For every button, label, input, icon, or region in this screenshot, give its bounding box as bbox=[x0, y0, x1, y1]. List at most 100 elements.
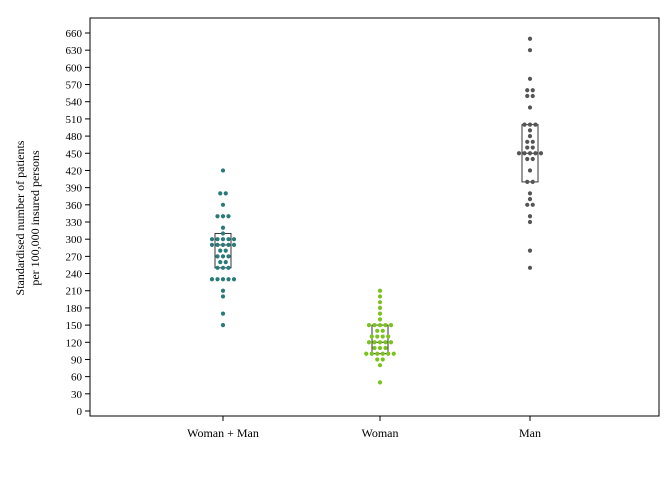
data-point bbox=[386, 334, 391, 339]
y-tick-label: 90 bbox=[71, 354, 83, 366]
data-point bbox=[538, 151, 544, 156]
data-point bbox=[226, 254, 231, 259]
data-point bbox=[369, 334, 374, 339]
data-point bbox=[231, 277, 237, 282]
data-point bbox=[220, 225, 226, 230]
y-tick-label: 30 bbox=[71, 389, 83, 401]
data-point bbox=[220, 254, 226, 259]
data-point bbox=[366, 322, 372, 328]
data-point bbox=[231, 242, 237, 248]
data-point bbox=[380, 357, 385, 362]
plot-area bbox=[209, 36, 544, 385]
data-point bbox=[226, 265, 231, 270]
data-point bbox=[525, 202, 530, 207]
data-point bbox=[223, 248, 228, 253]
data-point bbox=[377, 300, 383, 305]
data-point bbox=[533, 151, 538, 156]
y-tick-label: 300 bbox=[66, 234, 83, 246]
data-point bbox=[372, 345, 377, 351]
data-point bbox=[527, 128, 533, 133]
data-point bbox=[215, 277, 220, 282]
y-axis-label-line-2: per 100,000 insured persons bbox=[28, 150, 42, 286]
data-point bbox=[223, 191, 228, 196]
y-tick-label: 420 bbox=[66, 165, 83, 177]
x-tick-label: Woman bbox=[361, 426, 398, 440]
series-0 bbox=[209, 168, 237, 328]
data-point bbox=[527, 196, 533, 202]
data-point bbox=[383, 345, 388, 351]
data-point bbox=[377, 345, 383, 351]
data-point bbox=[522, 151, 527, 156]
y-tick-label: 60 bbox=[71, 372, 83, 384]
y-tick-label: 510 bbox=[66, 114, 83, 126]
data-point bbox=[220, 288, 226, 293]
data-point bbox=[377, 311, 383, 316]
data-point bbox=[527, 265, 533, 270]
data-point bbox=[215, 242, 220, 248]
data-point bbox=[375, 334, 380, 339]
data-point bbox=[220, 214, 226, 219]
data-point bbox=[383, 340, 388, 345]
data-point bbox=[527, 36, 533, 41]
y-tick-label: 660 bbox=[66, 28, 83, 40]
data-point bbox=[220, 202, 226, 207]
x-tick-label: Woman + Man bbox=[187, 426, 259, 440]
data-point bbox=[226, 277, 231, 282]
y-tick-label: 120 bbox=[66, 337, 83, 349]
data-point bbox=[377, 363, 383, 368]
data-point bbox=[226, 214, 231, 219]
data-point bbox=[530, 93, 535, 99]
data-point bbox=[525, 93, 530, 99]
plot-frame bbox=[89, 17, 660, 417]
data-point bbox=[527, 168, 533, 173]
x-tick-label: Man bbox=[519, 426, 541, 440]
data-point bbox=[220, 294, 226, 299]
data-point bbox=[377, 294, 383, 299]
data-point bbox=[364, 351, 369, 356]
data-point bbox=[220, 237, 226, 242]
y-axis-label-line-1: Standardised number of patients bbox=[13, 140, 27, 295]
data-point bbox=[209, 237, 215, 242]
data-point bbox=[220, 277, 226, 282]
data-point bbox=[218, 191, 223, 196]
data-point bbox=[530, 179, 535, 185]
data-point bbox=[527, 191, 533, 196]
data-point bbox=[372, 322, 377, 328]
data-point bbox=[215, 214, 220, 219]
y-tick-label: 210 bbox=[66, 286, 83, 298]
data-point bbox=[386, 351, 391, 356]
series-1 bbox=[364, 288, 396, 385]
data-point bbox=[527, 48, 533, 53]
data-point bbox=[220, 168, 226, 173]
data-point bbox=[366, 340, 372, 345]
data-point bbox=[377, 340, 383, 345]
data-point bbox=[226, 242, 231, 248]
data-point bbox=[220, 311, 226, 316]
data-point bbox=[530, 88, 535, 93]
data-point bbox=[525, 145, 530, 150]
y-tick-label: 240 bbox=[66, 269, 83, 281]
data-point bbox=[377, 305, 383, 311]
y-tick-label: 450 bbox=[66, 148, 83, 160]
data-point bbox=[375, 357, 380, 362]
data-point bbox=[530, 145, 535, 150]
y-tick-label: 600 bbox=[66, 62, 83, 74]
x-axis: Woman + Man Woman Man bbox=[187, 416, 541, 440]
data-point bbox=[516, 151, 522, 156]
data-point bbox=[525, 156, 530, 162]
data-point bbox=[527, 214, 533, 219]
data-point bbox=[209, 277, 215, 282]
data-point bbox=[375, 328, 380, 333]
data-point bbox=[223, 259, 228, 265]
data-point bbox=[220, 242, 226, 248]
data-point bbox=[377, 322, 383, 328]
data-point bbox=[527, 76, 533, 81]
data-point bbox=[530, 156, 535, 162]
data-point bbox=[522, 122, 527, 127]
data-point bbox=[533, 122, 538, 127]
data-point bbox=[383, 322, 388, 328]
y-tick-label: 480 bbox=[66, 131, 83, 143]
data-point bbox=[527, 219, 533, 225]
data-point bbox=[377, 317, 383, 322]
data-point bbox=[209, 242, 215, 248]
